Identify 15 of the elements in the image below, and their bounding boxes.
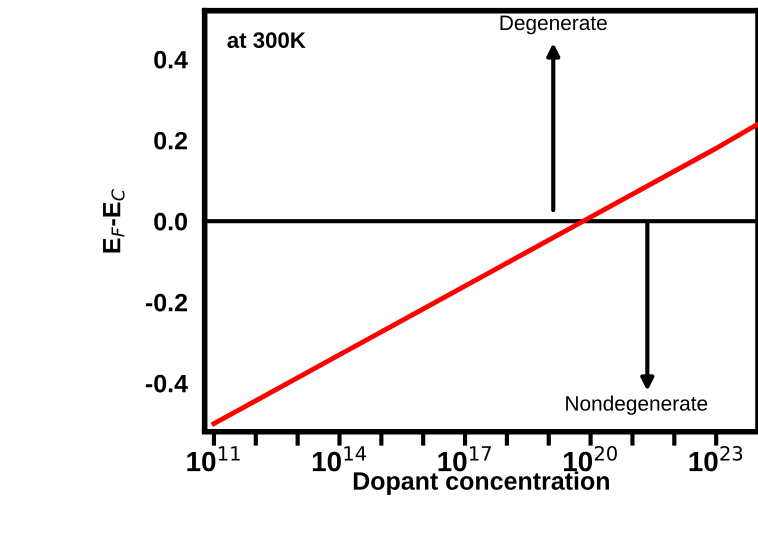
annotation: Nondegenerate — [566, 395, 708, 415]
annotation: at 300K — [227, 32, 306, 48]
y-axis-title: E$_{F}$-E$_{C}$ — [103, 189, 125, 253]
y-tick-label: -0.4 — [146, 374, 188, 392]
y-tick-label: 0.0 — [154, 212, 187, 230]
x-tick-label: 10$^{23}$ — [690, 446, 742, 472]
x-tick-label: 10$^{11}$ — [187, 446, 240, 472]
y-tick-label: 0.2 — [154, 132, 187, 150]
x-axis-title: Dopant concentration — [354, 472, 609, 495]
y-tick-label: 0.4 — [154, 50, 188, 69]
annotation: Degenerate — [500, 16, 607, 34]
x-tick-label: 10$^{20}$ — [564, 446, 617, 472]
x-tick-label: 10$^{14}$ — [312, 446, 366, 472]
x-tick-label: 10$^{17}$ — [438, 446, 491, 472]
y-tick-label: -0.2 — [146, 294, 187, 312]
